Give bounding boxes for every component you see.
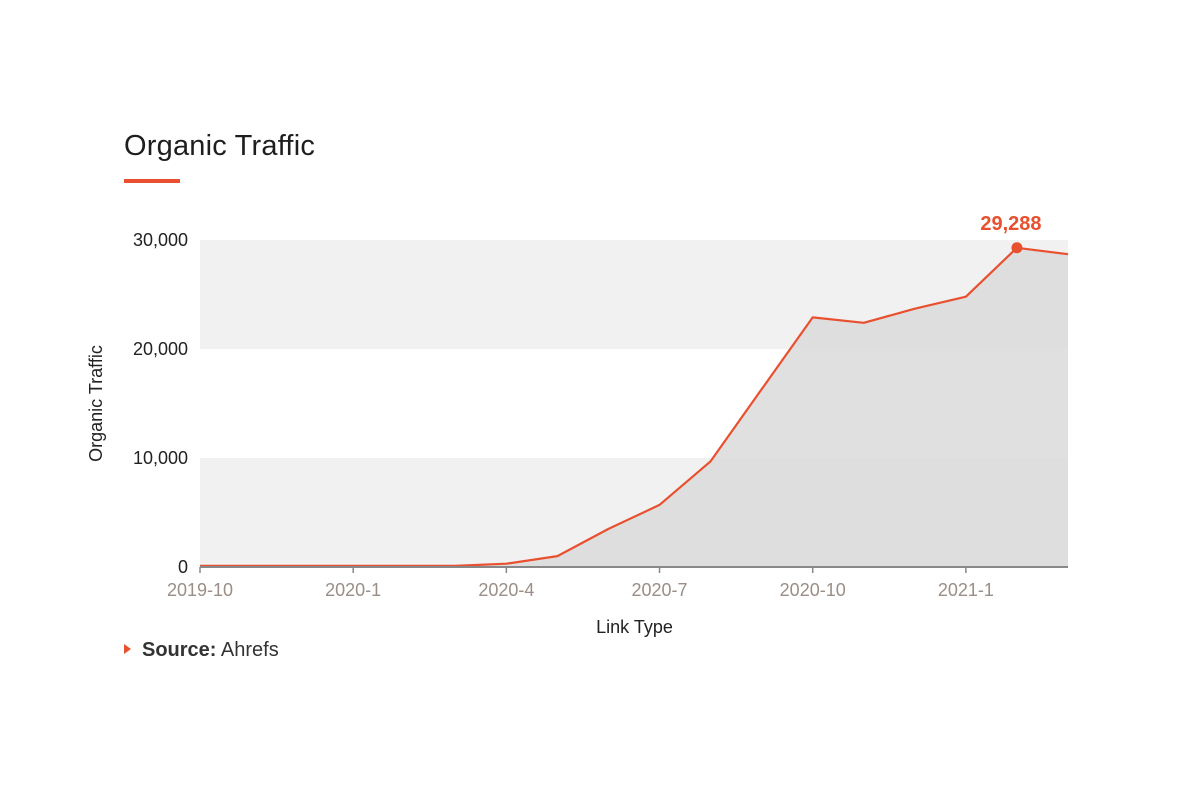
x-tick-label: 2020-4 xyxy=(478,580,534,600)
title-underline xyxy=(124,179,180,183)
y-tick-labels: 0 10,000 20,000 30,000 xyxy=(133,230,188,577)
y-tick-label: 20,000 xyxy=(133,339,188,359)
x-tick-labels: 2019-10 2020-1 2020-4 2020-7 2020-10 2021-1 xyxy=(167,567,994,600)
y-tick-label: 30,000 xyxy=(133,230,188,250)
x-tick-label: 2020-1 xyxy=(325,580,381,600)
source-label: Source: xyxy=(142,639,217,661)
triangle-right-icon xyxy=(124,644,131,654)
y-axis-label: Organic Traffic xyxy=(86,345,106,462)
source-value: Ahrefs xyxy=(220,639,279,661)
x-axis-label: Link Type xyxy=(596,617,673,637)
traffic-area xyxy=(200,247,1068,568)
y-tick-label: 10,000 xyxy=(133,448,188,468)
source-note: Source: Ahrefs xyxy=(124,639,279,662)
highlight-point xyxy=(1011,242,1023,254)
x-tick-label: 2019-10 xyxy=(167,580,233,600)
x-tick-label: 2020-10 xyxy=(780,580,846,600)
x-tick-label: 2021-1 xyxy=(938,580,994,600)
highlight-label: 29,288 xyxy=(980,213,1041,235)
y-tick-label: 0 xyxy=(178,557,188,577)
chart-title: Organic Traffic xyxy=(124,130,316,162)
traffic-line xyxy=(200,246,1069,567)
x-tick-label: 2020-7 xyxy=(631,580,687,600)
